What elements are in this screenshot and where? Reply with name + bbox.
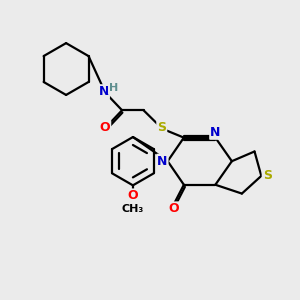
Text: O: O (169, 202, 179, 215)
Text: S: S (263, 169, 272, 182)
Text: O: O (100, 121, 110, 134)
Text: S: S (157, 121, 166, 134)
Text: N: N (99, 85, 109, 98)
Text: H: H (109, 83, 118, 93)
Text: N: N (210, 126, 220, 139)
Text: O: O (128, 189, 138, 203)
Text: CH₃: CH₃ (122, 204, 144, 214)
Text: N: N (157, 155, 168, 168)
